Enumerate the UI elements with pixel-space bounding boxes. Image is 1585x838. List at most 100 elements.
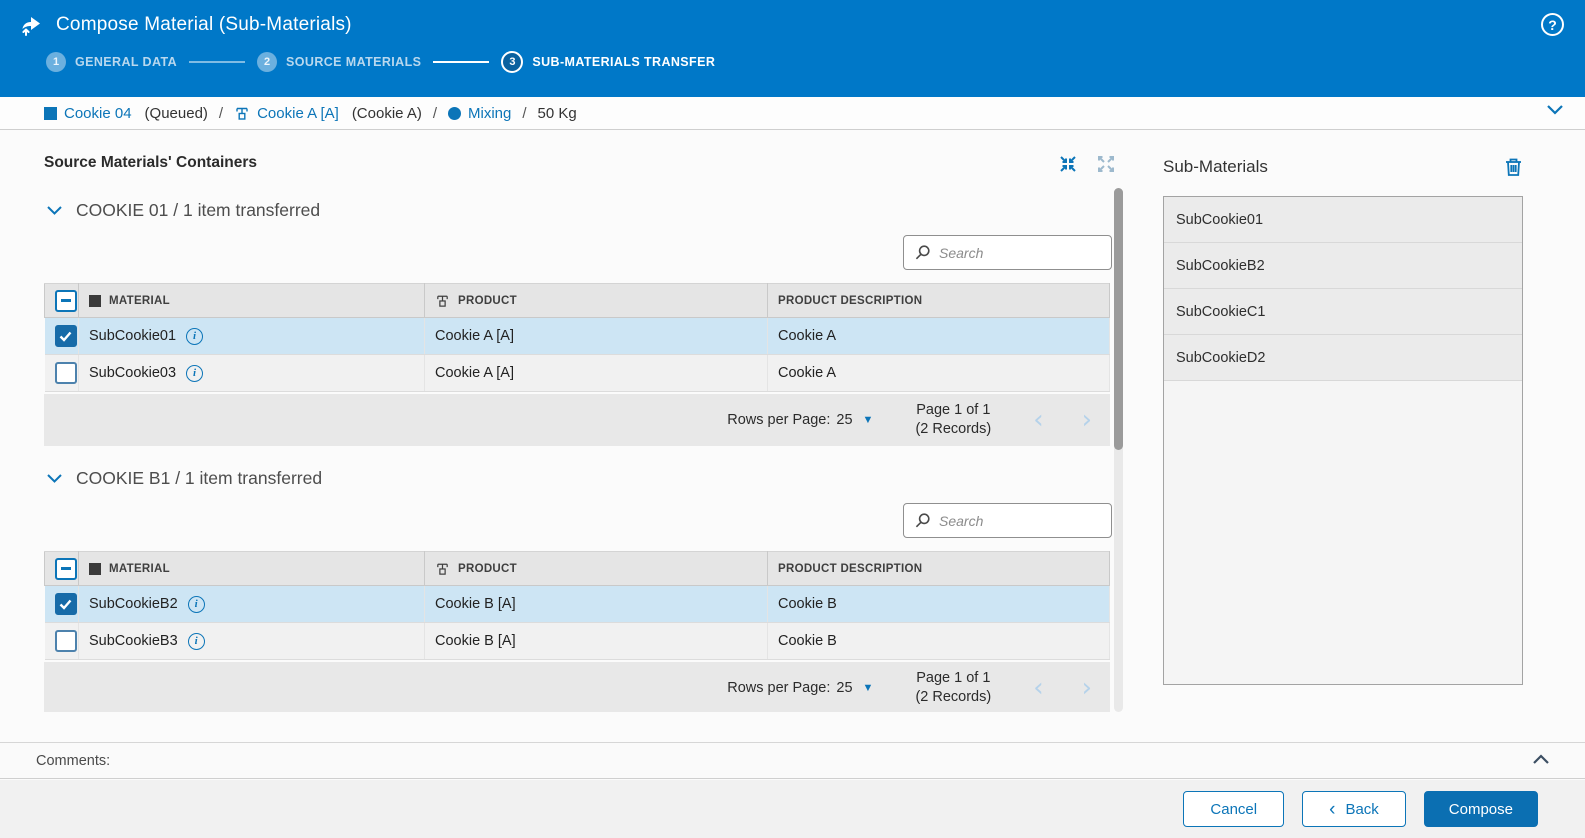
select-all-checkbox[interactable] (55, 289, 77, 312)
product-column-icon (435, 293, 450, 308)
compose-material-icon (19, 13, 45, 37)
rows-per-page-dropdown[interactable]: Rows per Page: 25 ▼ (727, 680, 873, 696)
next-page-icon[interactable]: › (1081, 405, 1092, 435)
rows-per-page-label: Rows per Page: (727, 412, 831, 428)
sub-materials-panel: Sub-Materials SubCookie01 SubCookieB2 Su… (1163, 152, 1523, 685)
cell-description: Cookie A (778, 328, 837, 344)
containers-table-cookie01: MATERIAL PRODUCT PRODUCT DESCRIPTION Sub… (44, 283, 1110, 392)
cancel-button[interactable]: Cancel (1183, 791, 1285, 827)
breadcrumb-material-link[interactable]: Cookie 04 (64, 104, 132, 122)
expand-all-icon[interactable] (1096, 154, 1116, 174)
prev-page-icon[interactable]: ‹ (1033, 673, 1044, 703)
chevron-down-icon[interactable] (1545, 104, 1565, 116)
row-checkbox[interactable] (54, 362, 77, 384)
step-general-data[interactable]: 1 GENERAL DATA (46, 52, 177, 72)
column-header-product-description[interactable]: PRODUCT DESCRIPTION (778, 294, 923, 307)
flow-step-icon (448, 106, 462, 120)
column-header-product[interactable]: PRODUCT (458, 294, 517, 307)
cell-product: Cookie B [A] (435, 633, 516, 649)
search-icon (914, 512, 931, 529)
section-cookie01-header[interactable]: COOKIE 01 / 1 item transferred (46, 200, 1112, 221)
breadcrumb-step-link[interactable]: Mixing (468, 104, 512, 122)
collapse-all-icon[interactable] (1058, 154, 1078, 174)
step-source-materials[interactable]: 2 SOURCE MATERIALS (257, 52, 421, 72)
next-page-icon[interactable]: › (1081, 673, 1092, 703)
chevron-down-icon (46, 473, 63, 484)
step-2-label: SOURCE MATERIALS (286, 55, 422, 69)
rows-per-page-value: 25 (836, 680, 853, 696)
sub-material-label: SubCookieD2 (1176, 349, 1266, 366)
vertical-scrollbar[interactable] (1114, 188, 1123, 712)
table-row[interactable]: SubCookieB3 i Cookie B [A] Cookie B (44, 622, 1110, 660)
sub-material-label: SubCookieB2 (1176, 257, 1265, 274)
list-item[interactable]: SubCookieB2 (1164, 243, 1522, 289)
search-box (903, 235, 1112, 270)
chevron-down-icon (46, 205, 63, 216)
cell-description: Cookie B (778, 596, 837, 612)
help-icon[interactable]: ? (1541, 13, 1564, 36)
records-label: (2 Records) (915, 689, 992, 705)
search-box (903, 503, 1112, 538)
breadcrumb-product-link[interactable]: Cookie A [A] (257, 104, 339, 122)
info-icon[interactable]: i (186, 327, 204, 345)
breadcrumb-product-description: (Cookie A) (351, 104, 422, 122)
step-sub-materials-transfer[interactable]: 3 SUB-MATERIALS TRANSFER (501, 51, 715, 73)
wizard-stepper: 1 GENERAL DATA 2 SOURCE MATERIALS 3 SUB-… (46, 51, 1585, 73)
list-item[interactable]: SubCookieD2 (1164, 335, 1522, 381)
main-content: Source Materials' Containers (0, 130, 1585, 742)
scrollbar-thumb[interactable] (1114, 188, 1123, 450)
select-all-checkbox[interactable] (55, 557, 77, 580)
section-cookieb1-header[interactable]: COOKIE B1 / 1 item transferred (46, 468, 1112, 489)
list-item[interactable]: SubCookieC1 (1164, 289, 1522, 335)
records-label: (2 Records) (915, 421, 992, 437)
info-icon[interactable]: i (187, 632, 205, 650)
row-checkbox[interactable] (54, 325, 77, 347)
cancel-label: Cancel (1210, 800, 1258, 818)
row-checkbox[interactable] (54, 593, 77, 615)
breadcrumb-material-status: (Queued) (144, 104, 208, 122)
step-3-label: SUB-MATERIALS TRANSFER (532, 55, 716, 69)
containers-table-cookieb1: MATERIAL PRODUCT PRODUCT DESCRIPTION Sub… (44, 551, 1110, 660)
column-header-material[interactable]: MATERIAL (109, 294, 170, 307)
table-row[interactable]: SubCookie01 i Cookie A [A] Cookie A (44, 317, 1110, 355)
breadcrumb-separator: / (522, 104, 527, 122)
column-header-product[interactable]: PRODUCT (458, 562, 517, 575)
cell-description: Cookie B (778, 633, 837, 649)
chevron-up-icon[interactable] (1531, 753, 1551, 765)
table-row[interactable]: SubCookieB2 i Cookie B [A] Cookie B (44, 585, 1110, 623)
list-item[interactable]: SubCookie01 (1164, 197, 1522, 243)
comments-label: Comments: (36, 752, 111, 769)
row-checkbox[interactable] (54, 630, 77, 652)
trash-icon[interactable] (1504, 157, 1523, 177)
section-title: COOKIE 01 / 1 item transferred (76, 200, 321, 220)
product-column-icon (435, 561, 450, 576)
rows-per-page-dropdown[interactable]: Rows per Page: 25 ▼ (727, 412, 873, 428)
chevron-left-icon: ‹ (1329, 798, 1336, 820)
footer: Cancel ‹ Back Compose (0, 780, 1585, 838)
breadcrumb: Cookie 04 (Queued) / Cookie A [A] (Cooki… (0, 97, 1585, 130)
table-row[interactable]: SubCookie03 i Cookie A [A] Cookie A (44, 354, 1110, 392)
column-header-product-description[interactable]: PRODUCT DESCRIPTION (778, 562, 923, 575)
cell-description: Cookie A (778, 365, 837, 381)
step-1-circle: 1 (46, 52, 66, 72)
page-label: Page 1 of 1 (916, 402, 991, 419)
info-icon[interactable]: i (187, 595, 205, 613)
step-connector (189, 61, 246, 63)
sub-materials-title: Sub-Materials (1163, 157, 1268, 176)
product-icon (234, 105, 250, 121)
section-title: COOKIE B1 / 1 item transferred (76, 468, 323, 488)
column-header-material[interactable]: MATERIAL (109, 562, 170, 575)
info-icon[interactable]: i (186, 364, 204, 382)
comments-bar[interactable]: Comments: (0, 742, 1585, 779)
help-glyph: ? (1548, 16, 1557, 33)
search-input[interactable] (939, 244, 1089, 261)
compose-button[interactable]: Compose (1423, 791, 1538, 827)
material-column-icon (89, 562, 101, 575)
prev-page-icon[interactable]: ‹ (1033, 405, 1044, 435)
search-input[interactable] (939, 512, 1089, 529)
cell-material: SubCookieB2 (89, 596, 178, 612)
back-button[interactable]: ‹ Back (1302, 791, 1406, 827)
pagination-bar: Rows per Page: 25 ▼ Page 1 of 1 (2 Record… (44, 394, 1110, 446)
material-column-icon (89, 294, 101, 307)
sub-material-label: SubCookieC1 (1176, 303, 1266, 320)
